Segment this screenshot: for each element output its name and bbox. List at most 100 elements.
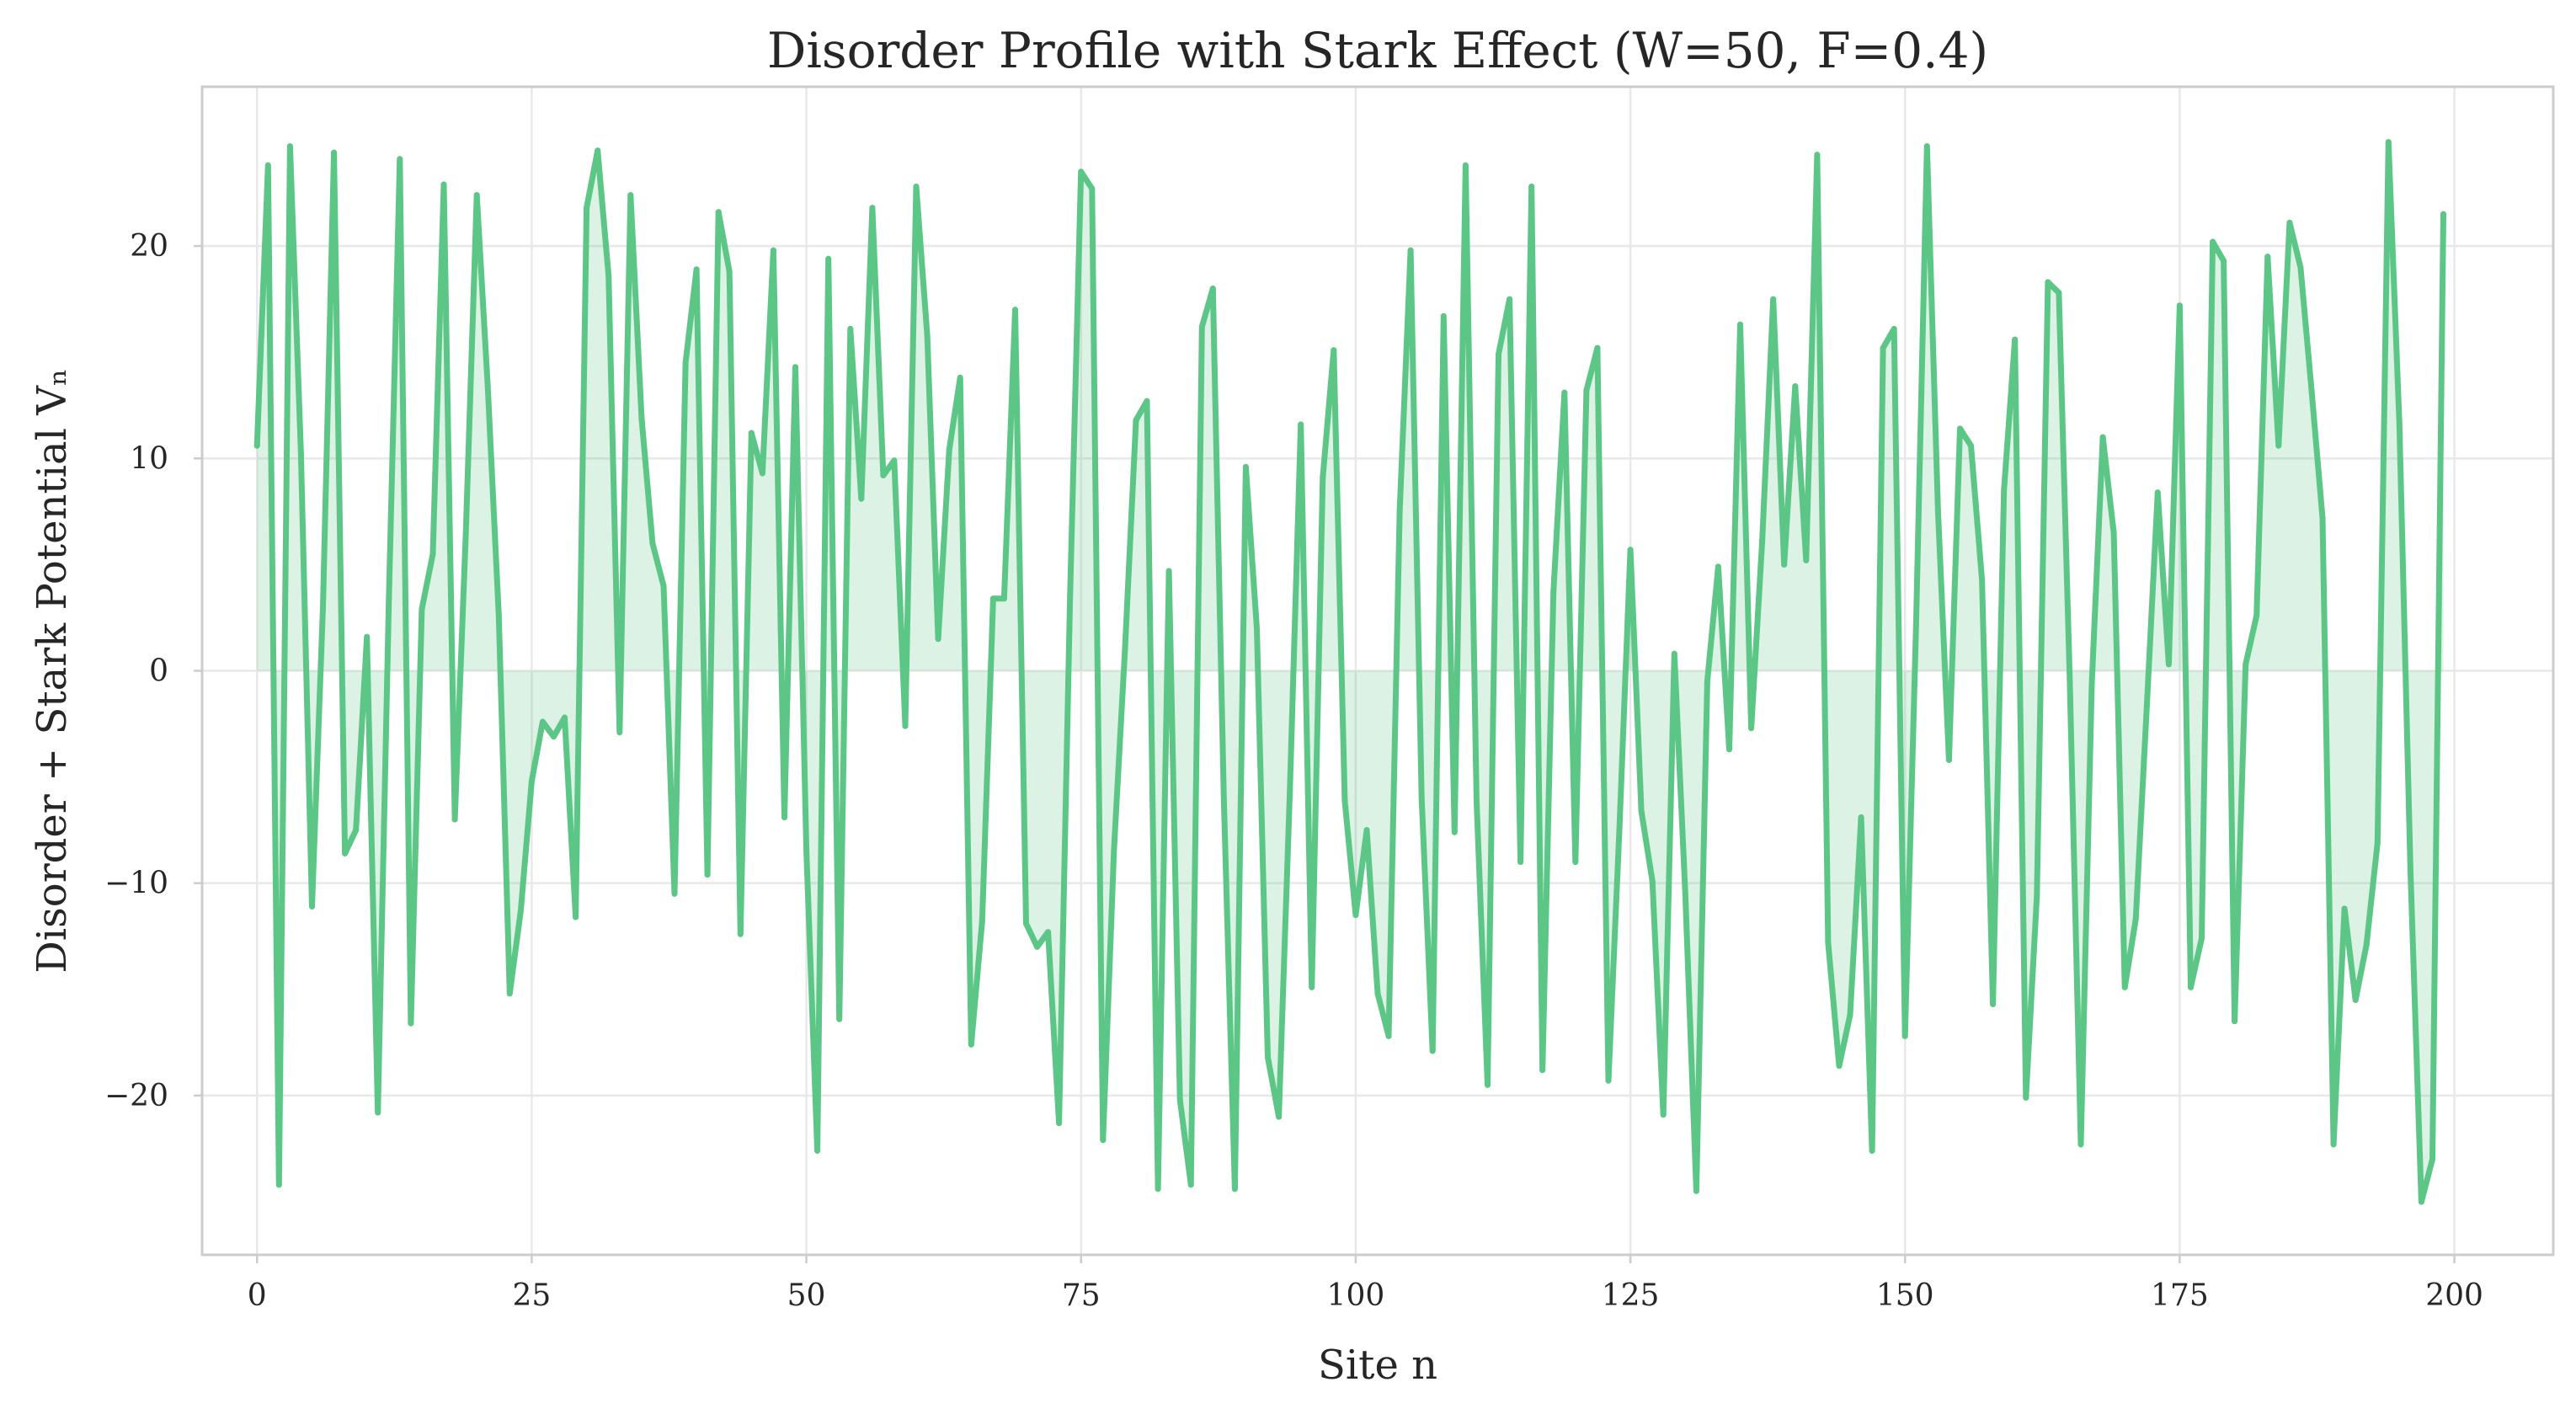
data-point <box>2341 905 2348 912</box>
area-fill-layer <box>257 141 2444 1203</box>
data-point <box>1507 296 1513 302</box>
data-points-layer <box>253 139 2446 1205</box>
x-tick-label: 175 <box>2151 1278 2209 1313</box>
data-point <box>1133 417 1139 424</box>
data-point <box>1209 285 1216 292</box>
data-point <box>419 606 425 612</box>
data-point <box>759 470 765 477</box>
data-point <box>2199 935 2205 942</box>
data-point <box>836 1016 843 1022</box>
data-point <box>781 814 787 820</box>
x-tick-label: 200 <box>2425 1278 2483 1313</box>
data-point <box>979 918 985 925</box>
y-tick-label: 0 <box>149 654 168 689</box>
data-point <box>737 931 744 937</box>
data-point <box>2210 238 2216 245</box>
data-point <box>1451 829 1458 835</box>
data-point <box>1781 561 1788 568</box>
data-point <box>1803 557 1810 563</box>
data-point <box>1891 326 1897 332</box>
x-axis-ticks: 0 25 50 75 100 125 150 175 200 <box>248 1255 2483 1313</box>
data-point <box>1990 1000 1997 1007</box>
data-point <box>1912 623 1919 629</box>
data-point <box>451 816 458 823</box>
data-point <box>297 451 304 457</box>
data-point <box>2188 984 2194 990</box>
data-point <box>1594 344 1601 351</box>
data-point <box>1583 387 1590 394</box>
data-point <box>595 147 601 154</box>
data-point <box>495 612 502 619</box>
data-point <box>2045 279 2051 285</box>
data-point <box>1429 1048 1436 1054</box>
data-point <box>1045 929 1052 936</box>
data-point <box>2110 530 2117 536</box>
data-point <box>1485 1081 1491 1088</box>
data-point <box>1638 808 1645 814</box>
data-point <box>2176 302 2183 309</box>
data-point <box>2012 336 2019 343</box>
data-point <box>770 247 776 253</box>
data-point <box>2407 867 2413 874</box>
x-tick-label: 100 <box>1327 1278 1385 1313</box>
data-point <box>924 332 931 339</box>
data-point <box>440 181 447 188</box>
data-point <box>429 551 436 558</box>
data-point <box>397 156 403 163</box>
data-point <box>2385 139 2392 146</box>
data-point <box>1704 678 1710 685</box>
data-point <box>2429 1156 2435 1162</box>
data-point <box>528 778 535 785</box>
data-point <box>1363 827 1370 834</box>
x-tick-label: 50 <box>787 1278 826 1313</box>
data-point <box>573 914 579 920</box>
y-tick-label: 20 <box>130 229 168 264</box>
data-point <box>286 143 293 150</box>
data-point <box>386 595 392 602</box>
data-point <box>2308 387 2315 394</box>
data-point <box>1539 1067 1546 1074</box>
data-point <box>1100 1137 1107 1144</box>
data-point <box>353 827 360 834</box>
data-point <box>1220 795 1227 802</box>
data-point <box>660 583 667 590</box>
data-point <box>1265 1054 1271 1060</box>
data-point <box>847 326 854 332</box>
data-point <box>1715 563 1721 570</box>
data-point <box>2056 290 2062 296</box>
data-point <box>902 723 909 729</box>
data-point <box>342 850 349 856</box>
data-point <box>2253 612 2260 619</box>
data-point <box>2077 1141 2084 1148</box>
data-point <box>1385 1032 1392 1039</box>
data-point <box>1000 595 1007 602</box>
data-point <box>1320 474 1326 481</box>
data-point <box>1089 185 1096 192</box>
data-point <box>638 414 645 421</box>
data-point <box>408 1020 414 1027</box>
data-point <box>1616 827 1623 834</box>
series-line <box>253 139 2446 1205</box>
x-tick-label: 125 <box>1602 1278 1660 1313</box>
x-tick-label: 150 <box>1876 1278 1934 1313</box>
data-point <box>704 872 711 878</box>
data-point <box>1298 421 1304 428</box>
data-point <box>1155 1186 1161 1193</box>
data-point <box>1517 859 1524 865</box>
data-point <box>989 595 996 602</box>
data-point <box>1276 1113 1283 1120</box>
data-point <box>506 990 513 997</box>
data-point <box>693 266 700 273</box>
data-point <box>1934 508 1941 515</box>
data-point <box>957 375 963 381</box>
data-point <box>2440 211 2446 217</box>
data-point <box>1056 1120 1063 1127</box>
data-point <box>2264 253 2271 260</box>
data-point <box>1627 547 1634 553</box>
data-point <box>2165 661 2172 668</box>
data-point <box>2319 515 2326 521</box>
x-tick-label: 25 <box>512 1278 551 1313</box>
data-point <box>1737 321 1743 328</box>
data-point <box>1407 247 1414 253</box>
data-point <box>1034 943 1041 950</box>
